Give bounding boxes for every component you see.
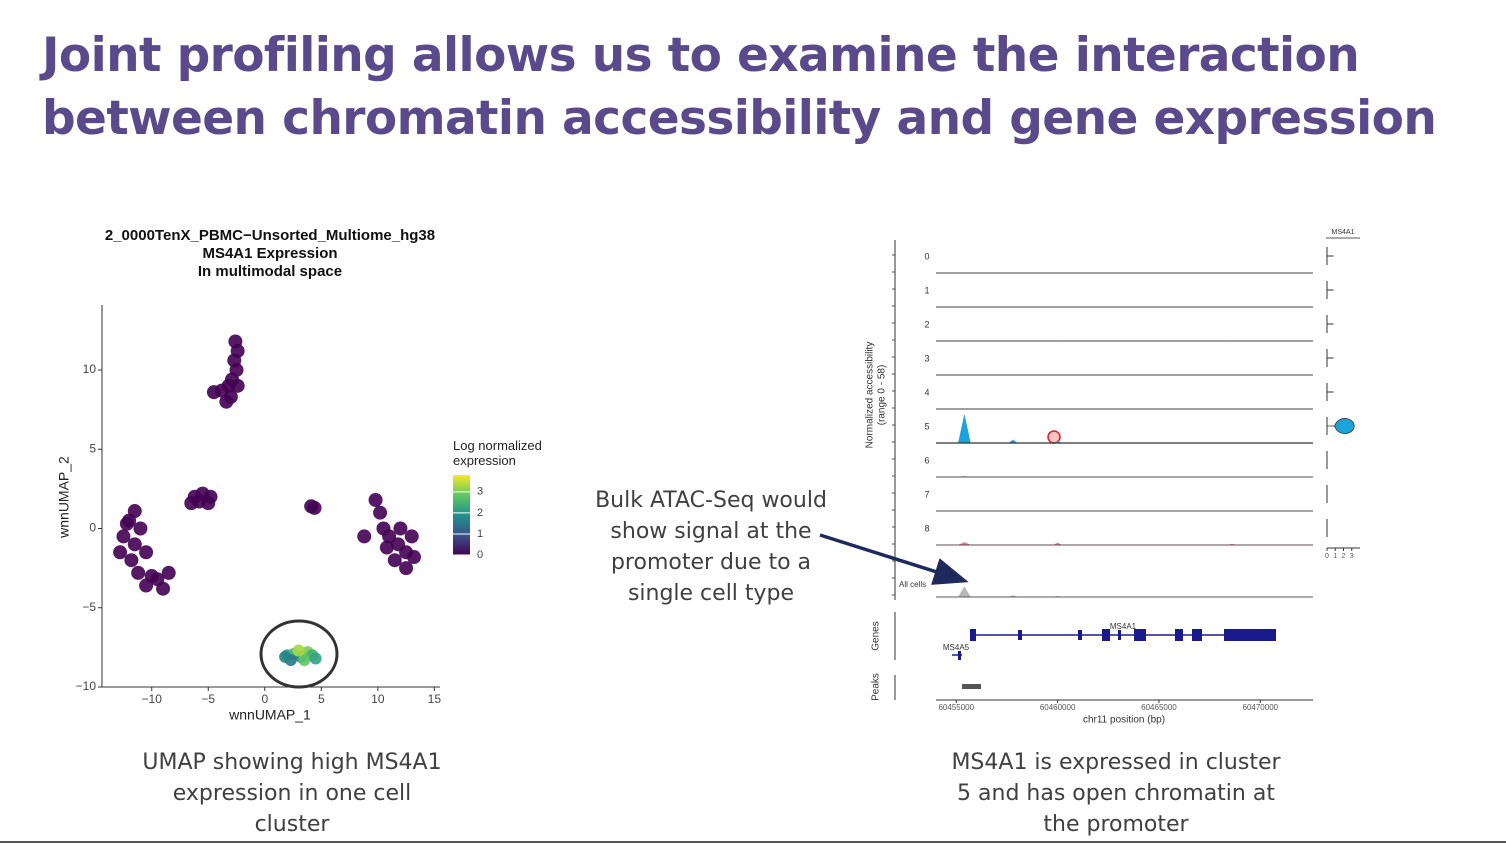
point	[206, 385, 221, 400]
point	[393, 521, 408, 536]
point	[156, 581, 171, 596]
point	[307, 500, 322, 515]
y-axis-label: wnnUMAP_2	[56, 456, 72, 539]
x-axis-label: wnnUMAP_1	[228, 707, 311, 723]
point	[309, 652, 322, 665]
point	[230, 378, 245, 393]
track-label: 1	[924, 285, 929, 295]
violin-tick-label: 2	[1342, 553, 1346, 560]
peaks-label: Peaks	[871, 673, 882, 701]
x-tick-label: 60470000	[1243, 703, 1279, 712]
point	[368, 492, 383, 507]
colorbar	[453, 475, 470, 555]
point	[127, 537, 142, 552]
chart-title: MS4A1 Expression	[202, 245, 337, 262]
point	[139, 578, 154, 593]
colorbar-tick-label: 1	[477, 528, 483, 540]
point	[201, 496, 216, 511]
point	[131, 565, 146, 580]
track-label: 3	[924, 353, 929, 363]
point	[399, 561, 414, 576]
track-label: 4	[924, 387, 929, 397]
point	[407, 550, 421, 565]
y-axis-label: (range 0 - 58)	[877, 365, 888, 426]
x-tick-label: 10	[371, 692, 385, 706]
violin	[1327, 418, 1355, 434]
y-tick-label: −5	[82, 600, 96, 614]
cursor-marker	[1047, 430, 1061, 444]
point	[379, 540, 394, 555]
point	[404, 529, 419, 544]
y-axis-label: Normalized accessibility	[865, 342, 876, 449]
chart-title: 2_0000TenX_PBMC−Unsorted_Multiome_hg38	[105, 227, 435, 244]
point	[219, 394, 234, 409]
genes-label: Genes	[871, 621, 882, 650]
track-label: 7	[924, 489, 929, 499]
x-tick-label: 0	[261, 692, 268, 706]
y-tick-label: 10	[83, 362, 97, 376]
x-tick-label: 60465000	[1141, 703, 1177, 712]
x-tick-label: 5	[318, 692, 325, 706]
slide-title: Joint profiling allows us to examine the…	[42, 28, 1437, 146]
y-tick-label: 5	[89, 441, 96, 455]
point	[387, 553, 402, 568]
chart-title: In multimodal space	[198, 263, 342, 280]
colorbar-tick-label: 3	[477, 486, 483, 498]
coverage-area	[936, 586, 1313, 598]
gene-model	[952, 629, 1276, 689]
x-tick-label: −5	[201, 692, 215, 706]
point	[133, 521, 148, 536]
gene-name: MS4A5	[943, 643, 970, 652]
gene-name: MS4A1	[1110, 622, 1137, 631]
x-tick-label: 60455000	[938, 703, 974, 712]
arrow	[819, 533, 969, 585]
y-tick-label: 0	[89, 521, 96, 535]
point	[357, 529, 372, 544]
left-caption: UMAP showing high MS4A1 expression in on…	[142, 750, 442, 837]
point	[382, 529, 397, 544]
track-label: 5	[924, 421, 929, 431]
violin-tick-label: 0	[1325, 553, 1329, 560]
legend-title: Log normalized expression	[453, 438, 542, 468]
point	[139, 545, 154, 560]
track-label: 8	[924, 523, 929, 533]
track-label: All cells	[899, 580, 926, 589]
track-label: 2	[924, 319, 929, 329]
violin-tick-label: 3	[1350, 553, 1354, 560]
point	[116, 529, 131, 544]
colorbar-tick-label: 0	[477, 549, 483, 561]
point	[298, 654, 311, 667]
x-tick-label: −10	[142, 692, 163, 706]
right-caption: MS4A1 is expressed in cluster 5 and has …	[951, 750, 1281, 837]
point	[127, 504, 142, 519]
point	[113, 545, 128, 560]
x-tick-label: 15	[428, 692, 442, 706]
track-label: 6	[924, 455, 929, 465]
violin-title: MS4A1	[1332, 229, 1355, 236]
violin-tick-label: 1	[1333, 553, 1337, 560]
y-tick-label: −10	[76, 679, 97, 693]
track-label: 0	[924, 251, 929, 261]
colorbar-tick-label: 2	[477, 507, 483, 519]
point	[279, 650, 292, 663]
x-tick-label: 60460000	[1040, 703, 1076, 712]
x-axis-label: chr11 position (bp)	[1083, 715, 1165, 726]
point	[373, 505, 388, 520]
point	[184, 496, 199, 511]
annotation: Bulk ATAC-Seq would show signal at the p…	[595, 488, 827, 606]
point	[119, 516, 134, 531]
point	[292, 644, 305, 657]
coverage-area	[936, 415, 1313, 444]
point	[124, 553, 139, 568]
point	[161, 565, 176, 580]
